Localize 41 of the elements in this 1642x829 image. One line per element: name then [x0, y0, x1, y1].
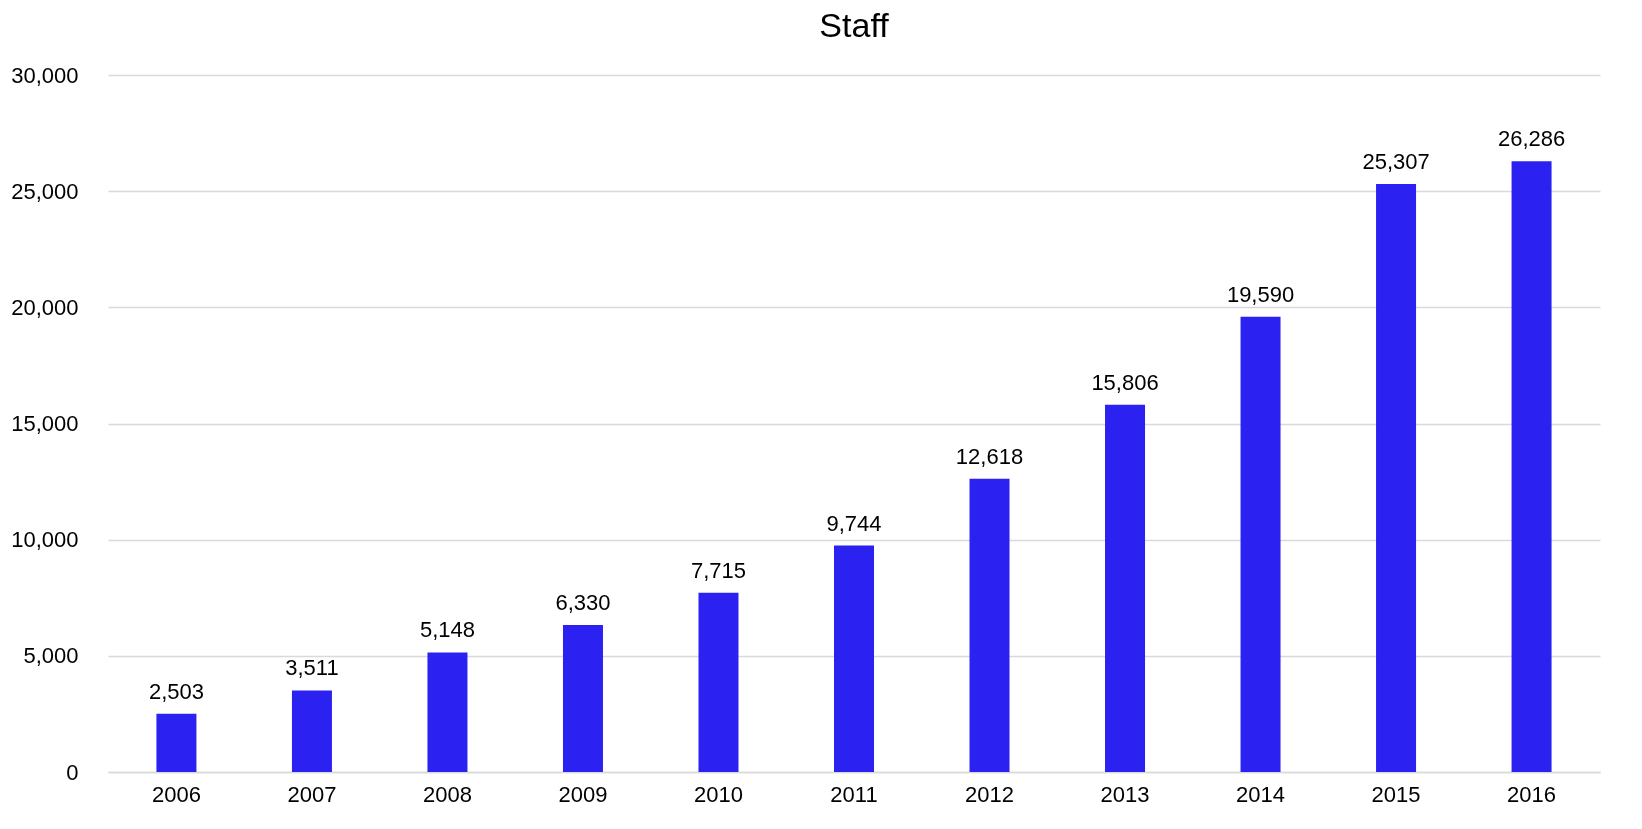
bar [562, 624, 603, 772]
data-label: 9,744 [826, 510, 882, 536]
x-tick-label: 2011 [830, 781, 878, 807]
data-label: 25,307 [1362, 149, 1430, 175]
bar [156, 713, 197, 772]
y-tick-label: 25,000 [11, 178, 79, 204]
data-label: 19,590 [1226, 281, 1295, 307]
x-tick-label: 2008 [422, 781, 472, 807]
y-tick-label: 5,000 [23, 643, 79, 669]
y-tick-label: 10,000 [11, 527, 79, 553]
data-label: 12,618 [955, 443, 1024, 469]
data-label: 3,511 [285, 655, 339, 681]
y-tick-label: 30,000 [11, 62, 79, 88]
y-tick-label: 15,000 [11, 411, 79, 436]
data-label: 15,806 [1091, 369, 1159, 395]
bar [1511, 161, 1552, 772]
data-label: 26,286 [1497, 126, 1566, 152]
chart-title: Staff [819, 6, 890, 44]
bar [834, 545, 874, 772]
data-label: 7,715 [690, 557, 747, 583]
x-tick-label: 2009 [558, 781, 608, 807]
x-tick-label: 2006 [151, 781, 201, 807]
bar [291, 690, 332, 772]
y-tick-label: 20,000 [11, 294, 79, 320]
bar [698, 592, 739, 772]
bar [1240, 316, 1281, 772]
bar [427, 652, 468, 772]
x-tick-label: 2016 [1507, 781, 1557, 807]
x-tick-label: 2013 [1100, 781, 1150, 807]
bar [1105, 404, 1146, 772]
data-label: 2,503 [148, 678, 204, 704]
bar [1376, 184, 1417, 772]
x-tick-label: 2012 [965, 781, 1014, 807]
y-tick-label: 0 [66, 759, 79, 785]
x-tick-label: 2010 [694, 781, 743, 807]
data-label: 5,148 [419, 617, 475, 643]
x-tick-label: 2007 [287, 781, 337, 807]
bar [969, 478, 1010, 772]
x-tick-label: 2014 [1236, 781, 1286, 807]
x-tick-label: 2015 [1371, 781, 1421, 807]
data-label: 6,330 [555, 589, 611, 615]
